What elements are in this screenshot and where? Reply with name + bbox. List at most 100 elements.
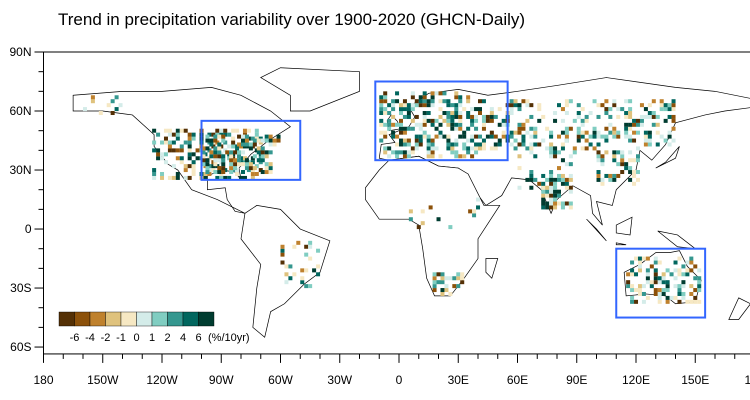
station-pixel xyxy=(237,154,242,159)
station-pixel xyxy=(379,103,384,108)
station-pixel xyxy=(549,177,554,182)
station-pixel xyxy=(406,107,411,112)
station-pixel xyxy=(576,138,581,143)
station-pixel xyxy=(665,288,670,293)
station-pixel xyxy=(521,99,526,104)
station-pixel xyxy=(256,158,261,163)
station-pixel xyxy=(406,154,411,159)
station-pixel xyxy=(537,142,542,147)
station-pixel xyxy=(681,291,686,296)
station-pixel xyxy=(213,162,218,167)
station-pixel xyxy=(632,118,637,123)
station-pixel xyxy=(568,99,573,104)
station-pixel xyxy=(462,146,467,151)
station-pixel xyxy=(647,142,652,147)
station-pixel xyxy=(626,272,631,277)
station-pixel xyxy=(215,128,220,133)
station-pixel xyxy=(474,150,479,155)
legend-label: -2 xyxy=(101,332,111,344)
station-pixel xyxy=(630,288,635,293)
station-pixel xyxy=(264,162,269,167)
station-pixel xyxy=(221,154,226,159)
station-pixel xyxy=(626,280,631,285)
station-pixel xyxy=(460,280,465,285)
station-pixel xyxy=(649,264,654,269)
station-pixel xyxy=(402,154,407,159)
station-pixel xyxy=(118,103,123,108)
station-pixel xyxy=(663,138,668,143)
station-pixel xyxy=(576,134,581,139)
station-pixel xyxy=(665,295,670,300)
station-pixel xyxy=(681,295,686,300)
station-pixel xyxy=(254,128,259,133)
station-pixel xyxy=(693,288,698,293)
station-pixel xyxy=(568,154,573,159)
station-pixel xyxy=(481,99,486,104)
station-pixel xyxy=(256,146,261,151)
station-pixel xyxy=(677,268,682,273)
station-pixel xyxy=(268,142,273,147)
station-pixel xyxy=(410,91,415,96)
station-pixel xyxy=(268,170,273,175)
station-pixel xyxy=(474,142,479,147)
station-pixel xyxy=(276,134,281,139)
station-pixel xyxy=(179,156,184,161)
station-pixel xyxy=(379,118,384,123)
station-pixel xyxy=(661,291,666,296)
station-pixel xyxy=(163,160,168,165)
station-pixel xyxy=(568,162,573,167)
station-pixel xyxy=(541,173,546,178)
map-title: Trend in precipitation variability over … xyxy=(58,10,526,29)
station-pixel xyxy=(110,99,115,104)
station-pixel xyxy=(235,128,240,133)
station-pixel xyxy=(171,175,176,180)
station-pixel xyxy=(215,175,220,180)
station-pixel xyxy=(489,130,494,135)
station-pixel xyxy=(395,154,400,159)
station-pixel xyxy=(620,107,625,112)
station-pixel xyxy=(632,130,637,135)
station-pixel xyxy=(187,164,192,169)
station-pixel xyxy=(557,177,561,182)
station-pixel xyxy=(205,146,210,151)
station-pixel xyxy=(657,288,662,293)
station-pixel xyxy=(254,132,259,137)
station-pixel xyxy=(517,126,522,131)
station-pixel xyxy=(501,118,506,123)
station-pixel xyxy=(446,142,451,147)
station-pixel xyxy=(489,134,494,139)
station-pixel xyxy=(568,173,573,178)
lon-tick-label: 150E xyxy=(681,373,709,387)
station-pixel xyxy=(616,150,621,155)
station-pixel xyxy=(458,134,463,139)
station-pixel xyxy=(580,134,585,139)
station-pixel xyxy=(300,276,305,281)
station-pixel xyxy=(231,144,236,149)
station-pixel xyxy=(628,99,633,104)
station-pixel xyxy=(517,166,522,171)
station-pixel xyxy=(549,142,554,147)
station-pixel xyxy=(560,130,565,135)
station-pixel xyxy=(604,150,609,155)
station-pixel xyxy=(406,138,411,143)
station-pixel xyxy=(620,158,625,163)
station-pixel xyxy=(227,132,232,137)
station-pixel xyxy=(645,295,650,300)
station-pixel xyxy=(383,146,388,151)
station-pixel xyxy=(509,111,514,116)
station-pixel xyxy=(628,138,633,143)
station-pixel xyxy=(580,107,585,112)
lon-tick-label: 180 xyxy=(33,373,53,387)
station-pixel xyxy=(438,99,443,104)
station-pixel xyxy=(160,152,165,157)
station-pixel xyxy=(596,158,601,163)
station-pixel xyxy=(665,268,670,273)
station-pixel xyxy=(639,122,644,127)
station-pixel xyxy=(187,152,192,157)
station-pixel xyxy=(470,118,475,123)
station-pixel xyxy=(560,177,565,182)
station-pixel xyxy=(430,91,435,96)
station-pixel xyxy=(620,170,625,175)
station-pixel xyxy=(410,103,415,108)
station-pixel xyxy=(410,107,415,112)
